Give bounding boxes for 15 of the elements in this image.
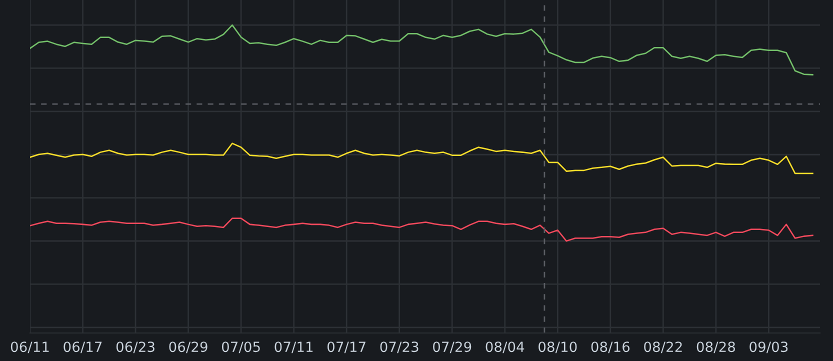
x-tick-label: 09/03	[750, 342, 788, 354]
x-tick-label: 07/11	[274, 342, 313, 354]
x-tick-label: 08/04	[486, 342, 524, 354]
x-tick-label: 06/17	[64, 342, 102, 354]
x-tick-label: 08/22	[644, 342, 682, 354]
x-tick-label: 08/28	[696, 342, 735, 354]
x-tick-label: 06/23	[116, 342, 154, 354]
x-tick-label: 07/17	[327, 342, 366, 354]
x-tick-label: 06/29	[169, 342, 208, 354]
x-tick-label: 08/16	[591, 342, 630, 354]
x-tick-label: 06/11	[10, 342, 49, 354]
x-tick-label: 07/05	[222, 342, 260, 354]
x-tick-label: 08/10	[538, 342, 577, 354]
x-tick-label: 07/29	[433, 342, 472, 354]
x-tick-label: 07/23	[380, 342, 418, 354]
